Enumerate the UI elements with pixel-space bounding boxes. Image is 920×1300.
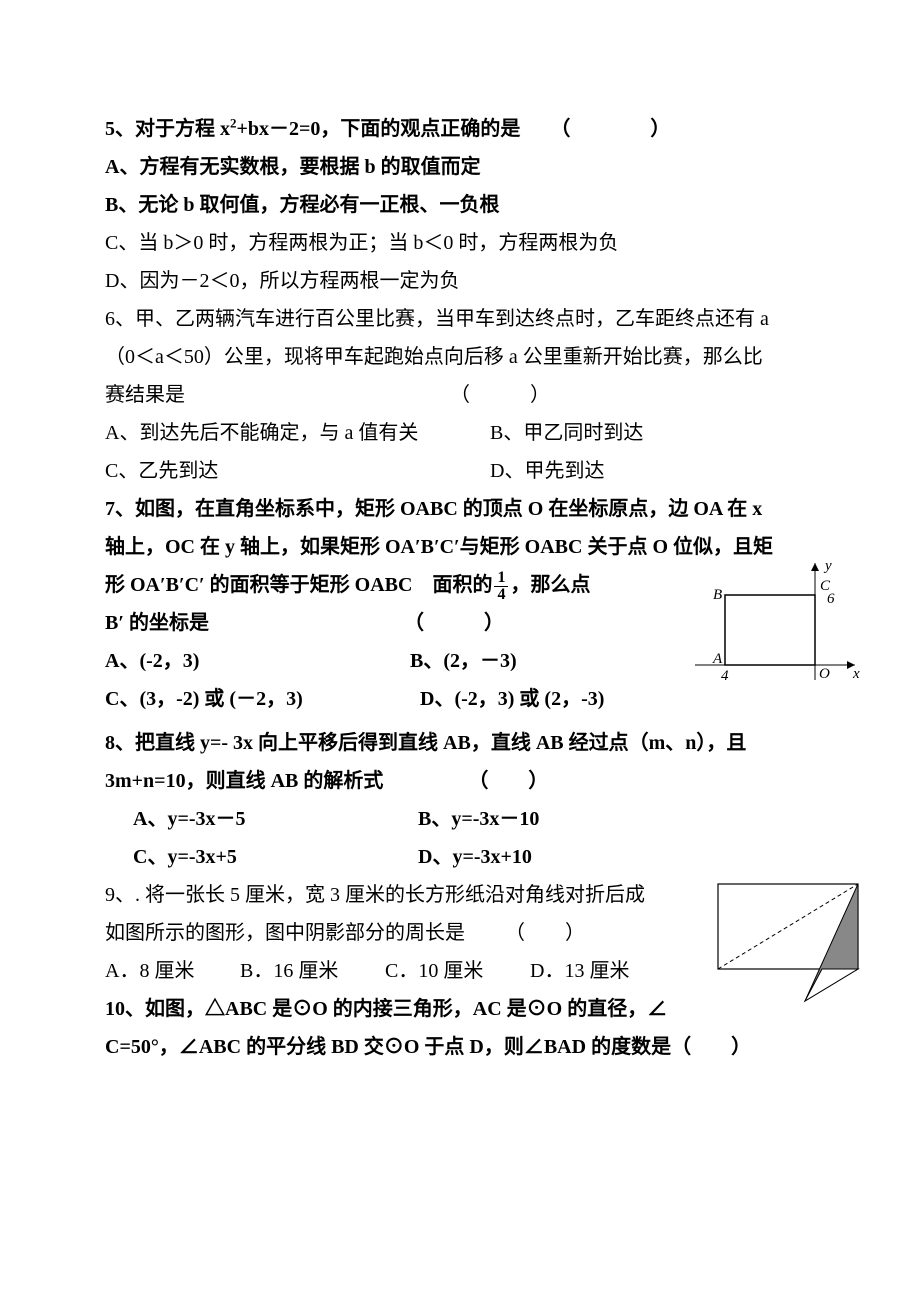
q6-line1: 6、甲、乙两辆汽车进行百公里比赛，当甲车到达终点时，乙车距终点还有 a [105,300,825,338]
q7-line4: B′ 的坐标是 [105,612,209,634]
question-6: 6、甲、乙两辆汽车进行百公里比赛，当甲车到达终点时，乙车距终点还有 a （0＜a… [105,300,825,490]
svg-text:O: O [819,666,830,682]
q7-opt-b: B、(2，－3) [410,642,517,680]
q10-line2: C=50°，∠ABC 的平分线 BD 交⊙O 于点 D，则∠BAD 的度数是（ … [105,1028,825,1066]
svg-text:B: B [713,587,722,603]
q6-line3: 赛结果是 [105,384,185,406]
q7-opt-c: C、(3，-2) 或 (－2，3) [105,680,415,718]
svg-text:x: x [852,666,860,682]
q9-opt-d: D．13 厘米 [530,952,629,990]
q7-paren: （ ） [404,612,504,634]
q7-line1: 7、如图，在直角坐标系中，矩形 OABC 的顶点 O 在坐标原点，边 OA 在 … [105,490,825,528]
q6-line2: （0＜a＜50）公里，现将甲车起跑始点向后移 a 公里重新开始比赛，那么比 [105,338,825,376]
q5-stem2: +bx－2=0，下面的观点正确的是 [237,118,521,140]
q7-opt-d: D、(-2，3) 或 (2，-3) [420,680,604,718]
q8-opt-c: C、y=-3x+5 [133,838,413,876]
q8-line1: 8、把直线 y=- 3x 向上平移后得到直线 AB，直线 AB 经过点（m、n）… [105,724,825,762]
question-5: 5、对于方程 x2+bx－2=0，下面的观点正确的是 （ ） A、方程有无实数根… [105,110,825,300]
q5-opt-a: A、方程有无实数根，要根据 b 的取值而定 [105,148,825,186]
q6-opt-d: D、甲先到达 [490,452,604,490]
q5-opt-c: C、当 b＞0 时，方程两根为正；当 b＜0 时，方程两根为负 [105,224,825,262]
svg-text:y: y [823,558,832,574]
q7-line3a: 形 OA′B′C′ 的面积等于矩形 OABC 面积的 [105,574,492,596]
q9-line2: 如图所示的图形，图中阴影部分的周长是 [105,922,465,944]
q8-opt-b: B、y=-3x－10 [418,800,539,838]
q8-line2: 3m+n=10，则直线 AB 的解析式 [105,770,383,792]
q9-opt-c: C．10 厘米 [385,952,525,990]
q9-opt-b: B．16 厘米 [240,952,380,990]
fold-figure-icon [710,876,870,1006]
q6-paren: （ ） [450,384,550,406]
question-9: 9、. 将一张长 5 厘米，宽 3 厘米的长方形纸沿对角线对折后成 如图所示的图… [105,876,825,990]
q8-paren: （ ） [468,770,548,792]
question-7: 7、如图，在直角坐标系中，矩形 OABC 的顶点 O 在坐标原点，边 OA 在 … [105,490,825,718]
q6-opt-c: C、乙先到达 [105,452,485,490]
q6-opt-b: B、甲乙同时到达 [490,414,643,452]
q8-opt-a: A、y=-3x－5 [133,800,413,838]
svg-text:6: 6 [827,591,835,607]
svg-text:4: 4 [721,668,729,684]
q5-opt-b: B、无论 b 取何值，方程必有一正根、一负根 [105,186,825,224]
q7-opt-a: A、(-2，3) [105,642,405,680]
q9-paren: （ ） [505,922,585,944]
coordinate-figure-icon: B C A O x y 6 4 [685,555,865,695]
q7-line3b: ，那么点 [510,574,590,596]
q6-opt-a: A、到达先后不能确定，与 a 值有关 [105,414,485,452]
fraction-icon: 14 [494,570,508,603]
q5-opt-d: D、因为－2＜0，所以方程两根一定为负 [105,262,825,300]
svg-text:A: A [712,651,723,667]
q9-opt-a: A．8 厘米 [105,952,235,990]
q5-stem: 5、对于方程 x [105,118,230,140]
q8-opt-d: D、y=-3x+10 [418,838,532,876]
question-8: 8、把直线 y=- 3x 向上平移后得到直线 AB，直线 AB 经过点（m、n）… [105,724,825,876]
q5-paren: （ ） [550,118,670,140]
